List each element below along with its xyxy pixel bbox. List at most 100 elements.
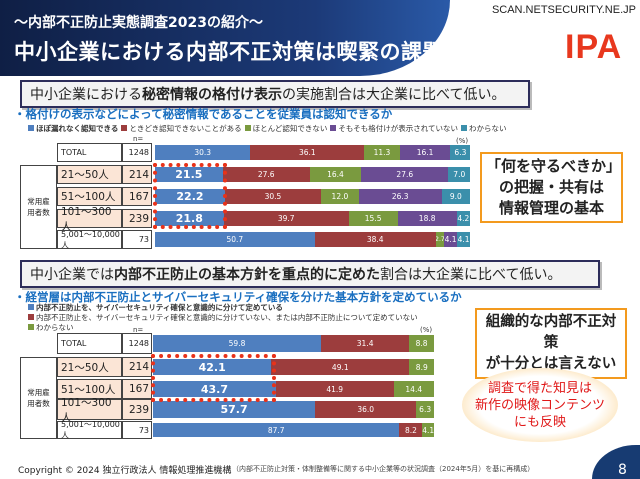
ellipse-line: 調査で得た知見は	[487, 380, 592, 396]
bar-segment: 50.7	[155, 232, 315, 247]
callout-line: が十分とは言えない	[485, 356, 617, 372]
row-label: TOTAL	[57, 143, 122, 162]
bar-segment: 30.3	[155, 145, 251, 160]
stacked-bar: 42.1 49.1 8.9	[153, 359, 435, 375]
bar-segment: 27.6	[361, 167, 449, 182]
highlight-box	[153, 163, 227, 229]
group-label: 常用雇用者数	[20, 165, 57, 249]
bar-segment: 21.5	[155, 167, 223, 182]
bar-segment: 27.6	[222, 167, 310, 182]
callout-1: 「何を守るべきか」 の把握・共有は 情報管理の基本	[480, 152, 623, 223]
row-label: 21～50人	[57, 357, 122, 377]
legend-swatch	[330, 125, 337, 131]
headline-text: の実施割合は大企業に比べて低い。	[282, 87, 506, 103]
legend-label: 内部不正防止を、サイバーセキュリティ確保と意識的に分けていない、または内部不正防…	[36, 313, 418, 322]
headline-text: 中小企業では	[30, 267, 114, 283]
bar-segment: 16.1	[399, 145, 451, 160]
question-2: ・経営層は内部不正防止とサイバーセキュリティ確保を分けた基本方針を定めているか	[14, 290, 462, 304]
headline-emphasis: 秘密情報の格付け表示	[142, 87, 282, 103]
row-label: 51～100人	[57, 187, 122, 206]
bar-segment: 41.9	[275, 381, 394, 397]
bar-segment: 7.0	[448, 167, 471, 182]
legend-label: わからない	[36, 323, 74, 332]
legend-item: 内部不正防止を、サイバーセキュリティ確保と意識的に分けて定めている	[28, 303, 418, 313]
legend-swatch	[28, 304, 34, 310]
stacked-bar: 57.7 36.0 6.3	[153, 401, 434, 418]
page-number: 8	[618, 462, 627, 478]
row-n: 214	[122, 165, 152, 184]
legend-swatch	[28, 324, 34, 330]
row-n: 73	[122, 421, 152, 439]
row-n: 1248	[122, 143, 152, 162]
legend-2: 内部不正防止を、サイバーセキュリティ確保と意識的に分けて定めている 内部不正防止を…	[28, 303, 418, 333]
bar-segment: 59.8	[153, 335, 322, 352]
slide-subtitle: ～内部不正防止実態調査2023の紹介～	[14, 15, 263, 31]
ellipse-line: 新作の映像コンテンツ	[474, 397, 605, 413]
bar-segment: 22.2	[155, 189, 225, 204]
callout-line: 情報管理の基本	[498, 199, 604, 217]
n-label: n=	[133, 135, 144, 143]
stacked-bar: 59.8 31.4 8.8	[153, 335, 434, 352]
row-n: 239	[122, 209, 152, 228]
bar-segment: 21.8	[155, 211, 224, 226]
bar-segment: 57.7	[153, 401, 316, 418]
legend-item: ほとんど認知できない	[244, 124, 327, 133]
stacked-bar: 21.8 39.7 15.5 18.8 4.2	[155, 211, 470, 226]
bar-segment: 18.8	[397, 211, 457, 226]
bar-segment: 9.0	[441, 189, 470, 204]
headline-emphasis: 内部不正防止の基本方針を重点的に定めた	[114, 267, 380, 283]
row-n: 214	[122, 357, 152, 377]
copyright: Copyright © 2024 独立行政法人 情報処理推進機構	[18, 466, 232, 476]
group-label: 常用雇用者数	[20, 357, 57, 439]
legend-item: ときどき認知できないことがある	[121, 124, 242, 133]
legend-swatch	[28, 314, 34, 320]
bar-segment: 8.8	[409, 335, 434, 352]
question-1: ・格付けの表示などによって秘密情報であることを従業員は認知できるか	[14, 107, 393, 121]
ipa-logo: IPA	[565, 28, 623, 66]
bar-segment: 30.5	[224, 189, 321, 204]
bar-segment: 2.7	[435, 232, 445, 247]
row-label: TOTAL	[57, 333, 122, 354]
stacked-bar: 22.2 30.5 12.0 26.3 9.0	[155, 189, 470, 204]
highlight-box	[151, 354, 276, 402]
row-label: 51～100人	[57, 379, 122, 399]
legend-item: ほぼ漏れなく認知できる	[28, 124, 118, 133]
bar-segment: 4.2	[456, 211, 470, 226]
headline-text: 割合は大企業に比べて低い。	[380, 267, 562, 283]
pct-label: (%)	[420, 326, 433, 334]
bar-segment: 12.0	[321, 189, 359, 204]
bar-segment: 36.0	[315, 401, 417, 418]
stacked-bar: 50.7 38.4 2.7 4.1 4.1	[155, 232, 470, 247]
legend-swatch	[28, 125, 34, 131]
legend-item: わからない	[461, 124, 507, 133]
bar-segment: 87.7	[153, 423, 400, 437]
legend-label: そもそも格付けが表示されていない	[338, 124, 459, 133]
legend-item: そもそも格付けが表示されていない	[330, 124, 458, 133]
bar-segment: 26.3	[358, 189, 442, 204]
bar-segment: 14.4	[393, 381, 434, 397]
row-label: 5,001～10,000人	[57, 230, 122, 250]
callout-line: 組織的な内部不正対策	[485, 314, 617, 351]
bar-segment: 31.4	[321, 335, 410, 352]
bar-segment: 6.3	[416, 401, 434, 418]
row-label: 21～50人	[57, 165, 122, 184]
bar-segment: 11.3	[364, 145, 400, 160]
callout-line: 「何を守るべきか」	[486, 157, 622, 175]
row-label: 101～300人	[57, 206, 122, 233]
bar-segment: 38.4	[314, 232, 436, 247]
bar-segment: 42.1	[153, 359, 272, 375]
stacked-bar: 30.3 36.1 11.3 16.1 6.3	[155, 145, 471, 160]
bar-segment: 16.4	[309, 167, 362, 182]
legend-1: ほぼ漏れなく認知できる ときどき認知できないことがある ほとんど認知できない そもそも…	[28, 123, 510, 134]
ellipse-line: にも反映	[513, 414, 566, 430]
stacked-bar: 21.5 27.6 16.4 27.6 7.0	[155, 167, 471, 182]
row-n: 73	[122, 230, 152, 249]
row-n: 167	[122, 379, 152, 399]
pct-label: (%)	[456, 137, 469, 145]
page-badge	[592, 445, 640, 479]
bar-segment: 8.2	[399, 423, 423, 437]
legend-label: ときどき認知できないことがある	[129, 124, 242, 133]
row-label: 101～300人	[57, 397, 122, 424]
bar-segment: 4.1	[422, 423, 434, 437]
callout-line: の把握・共有は	[498, 178, 604, 196]
